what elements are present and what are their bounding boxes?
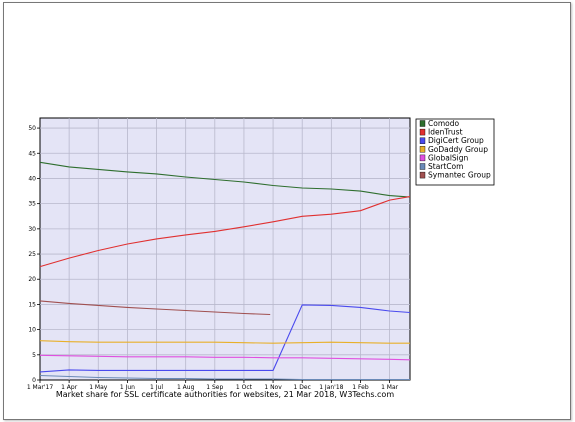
series-line xyxy=(39,340,410,344)
x-tick-label: 1 Sep xyxy=(206,384,223,391)
x-axis: 1 Mar'17 1 Apr 1 May 1 Jun 1 Jul 1 Aug 1 Sep 1 … xyxy=(27,380,399,391)
legend-swatch xyxy=(419,163,426,170)
series-line xyxy=(39,374,410,381)
plot-area xyxy=(39,117,411,381)
series-line xyxy=(39,196,411,268)
x-tick-label: 1 May xyxy=(89,384,108,391)
y-tick-label: 35 xyxy=(28,201,36,208)
y-tick-label: 50 xyxy=(28,125,36,132)
y-tick-label: 0 xyxy=(32,377,36,384)
y-tick-label: 40 xyxy=(28,175,36,182)
legend-swatch xyxy=(419,146,426,153)
x-tick-label: 1 Jul xyxy=(150,384,163,391)
series-line xyxy=(39,354,411,361)
x-tick-label: 1 Oct xyxy=(236,384,253,391)
y-tick-label: 25 xyxy=(28,251,36,258)
legend-swatch xyxy=(419,137,426,144)
legend-label: Symantec Group xyxy=(428,171,491,180)
x-tick-label: 1 Mar xyxy=(381,384,399,391)
y-tick-label: 20 xyxy=(28,276,36,283)
legend-swatch xyxy=(419,128,426,136)
legend-swatch xyxy=(419,171,426,179)
x-tick-label: 1 Apr xyxy=(61,384,78,391)
x-tick-label: 1 Nov xyxy=(264,384,282,391)
y-tick-label: 30 xyxy=(28,226,36,233)
y-tick-label: 15 xyxy=(28,301,36,308)
series-line xyxy=(39,304,411,373)
y-tick-label: 10 xyxy=(28,327,36,334)
legend-box xyxy=(415,118,495,186)
legend-label: GoDaddy Group xyxy=(428,145,488,154)
legend-label: GlobalSign xyxy=(428,153,469,162)
legend-swatch xyxy=(419,120,426,127)
legend-swatch xyxy=(419,154,426,162)
series-line xyxy=(39,300,271,316)
x-tick-label: 1 Dec xyxy=(294,384,311,391)
x-tick-label: 1 Feb xyxy=(352,384,369,391)
x-tick-label: 1 Jun xyxy=(120,384,135,391)
y-tick-label: 5 xyxy=(32,352,36,359)
x-tick-label: 1 Mar'17 xyxy=(27,384,54,391)
chart-caption: Market share for SSL certificate authori… xyxy=(56,390,394,399)
x-tick-label: 1 Jan'18 xyxy=(319,384,343,391)
legend-label: Comodo xyxy=(428,119,459,128)
series-lines xyxy=(39,161,411,381)
legend-label: StartCom xyxy=(428,162,463,171)
y-axis: 0 5 10 15 20 25 30 35 40 45 50 xyxy=(28,125,40,384)
legend-label: DigiCert Group xyxy=(428,136,484,145)
series-line xyxy=(39,161,411,198)
legend-label: IdenTrust xyxy=(428,128,463,137)
x-tick-label: 1 Aug xyxy=(177,384,195,391)
y-tick-label: 45 xyxy=(28,150,36,157)
grid xyxy=(40,118,410,380)
